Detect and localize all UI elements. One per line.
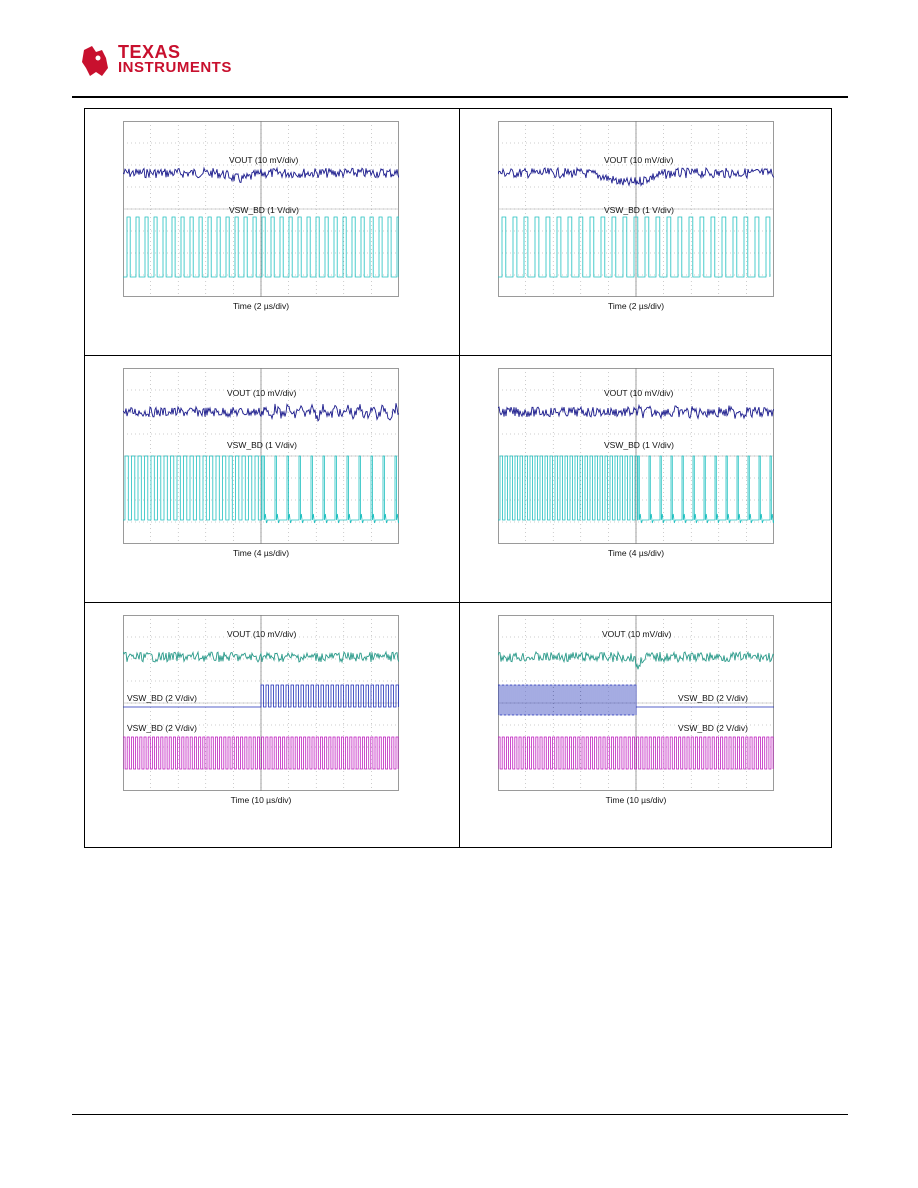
time-axis-label: Time (4 µs/div) xyxy=(232,548,290,558)
figure-cell-1: VOUT (10 mV/div) VSW_BD (1 V/div) Time (2 … xyxy=(85,109,458,355)
vout-trace xyxy=(123,650,399,664)
time-axis-label: Time (2 µs/div) xyxy=(232,301,290,311)
vout-label: VOUT (10 mV/div) xyxy=(604,155,673,165)
time-axis-label: Time (4 µs/div) xyxy=(607,548,665,558)
vout-trace xyxy=(123,166,399,183)
figure-cell-2: VOUT (10 mV/div) VSW_BD (1 V/div) Time (2 … xyxy=(460,109,833,355)
figure-cell-5: VOUT (10 mV/div) VSW_BD (2 V/div) VSW_BD (… xyxy=(85,603,458,849)
ti-state-icon xyxy=(82,46,108,76)
oscilloscope-capture: VOUT (10 mV/div) VSW_BD (2 V/div) VSW_BD (… xyxy=(498,615,774,791)
vsw-trace xyxy=(123,216,399,278)
table-row-divider xyxy=(85,355,831,356)
vsw-trace xyxy=(498,216,771,278)
vsw-label: VSW_BD (2 V/div) xyxy=(678,693,748,703)
vsw-label-2: VSW_BD (2 V/div) xyxy=(127,723,197,733)
time-axis-label: Time (10 µs/div) xyxy=(230,795,292,805)
vsw-label: VSW_BD (1 V/div) xyxy=(229,205,299,215)
logo-line-1: TEXAS xyxy=(118,42,181,62)
time-axis-label: Time (2 µs/div) xyxy=(607,301,665,311)
figure-cell-3: VOUT (10 mV/div) VSW_BD (1 V/div) Time (4 … xyxy=(85,356,458,602)
vsw-trace xyxy=(123,455,399,524)
vsw-label: VSW_BD (1 V/div) xyxy=(604,440,674,450)
vsw-trace-2 xyxy=(498,736,774,770)
vout-label: VOUT (10 mV/div) xyxy=(602,629,671,639)
time-axis-label: Time (10 µs/div) xyxy=(605,795,667,805)
vout-trace xyxy=(498,650,774,670)
vsw-label: VSW_BD (2 V/div) xyxy=(127,693,197,703)
header-rule xyxy=(72,96,848,98)
vsw-trace xyxy=(498,684,774,716)
vsw-trace xyxy=(123,684,399,708)
logo-line-2: INSTRUMENTS xyxy=(118,59,232,76)
table-column-divider xyxy=(459,109,460,847)
vout-label: VOUT (10 mV/div) xyxy=(604,388,673,398)
vout-label: VOUT (10 mV/div) xyxy=(227,629,296,639)
vsw-trace xyxy=(498,455,774,524)
figure-table: VOUT (10 mV/div) VSW_BD (1 V/div) Time (2 … xyxy=(84,108,832,848)
vout-label: VOUT (10 mV/div) xyxy=(229,155,298,165)
vsw-label: VSW_BD (1 V/div) xyxy=(227,440,297,450)
company-logo-text: TEXAS INSTRUMENTS xyxy=(118,42,232,76)
vout-trace xyxy=(498,166,774,187)
oscilloscope-capture: VOUT (10 mV/div) VSW_BD (1 V/div) xyxy=(123,121,399,297)
oscilloscope-capture: VOUT (10 mV/div) VSW_BD (1 V/div) xyxy=(498,368,774,544)
vout-label: VOUT (10 mV/div) xyxy=(227,388,296,398)
figure-cell-4: VOUT (10 mV/div) VSW_BD (1 V/div) Time (4 … xyxy=(460,356,833,602)
footer-rule xyxy=(72,1114,848,1115)
oscilloscope-capture: VOUT (10 mV/div) VSW_BD (1 V/div) xyxy=(123,368,399,544)
table-row-divider xyxy=(85,602,831,603)
oscilloscope-capture: VOUT (10 mV/div) VSW_BD (2 V/div) VSW_BD (… xyxy=(123,615,399,791)
vout-trace xyxy=(123,403,399,422)
vout-trace xyxy=(498,403,774,420)
vsw-trace-2 xyxy=(123,736,399,770)
vsw-label-2: VSW_BD (2 V/div) xyxy=(678,723,748,733)
vsw-label: VSW_BD (1 V/div) xyxy=(604,205,674,215)
oscilloscope-capture: VOUT (10 mV/div) VSW_BD (1 V/div) xyxy=(498,121,774,297)
figure-cell-6: VOUT (10 mV/div) VSW_BD (2 V/div) VSW_BD (… xyxy=(460,603,833,849)
